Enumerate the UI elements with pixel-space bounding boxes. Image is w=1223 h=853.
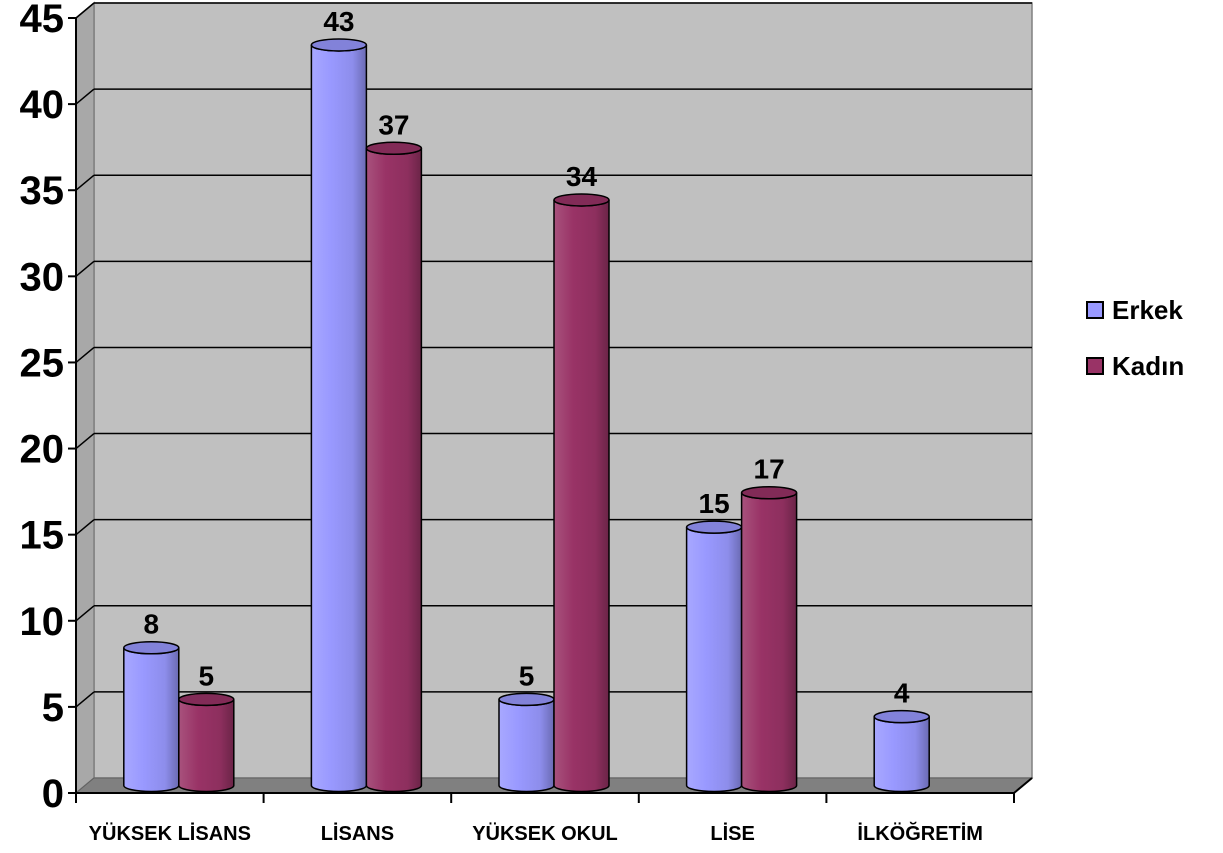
gridline-side: [75, 260, 95, 277]
bar-top-0-1: [310, 38, 368, 52]
bar-top-1-2: [553, 193, 610, 207]
data-label: 15: [699, 488, 730, 519]
data-label: 5: [199, 660, 215, 691]
bar-0-4: [873, 716, 930, 793]
y-tick-label: 25: [20, 341, 65, 385]
y-tick-label: 45: [20, 0, 65, 41]
bar-0-2: [498, 699, 555, 793]
gridline-side: [75, 432, 95, 450]
bar-1-2: [553, 199, 610, 793]
x-tick-label: LİSE: [710, 822, 754, 845]
bar-1-1: [365, 148, 423, 793]
legend-item-erkek: Erkek: [1086, 292, 1184, 328]
x-tick-label: YÜKSEK LİSANS: [89, 822, 251, 845]
x-tick-label: YÜKSEK OKUL: [472, 822, 618, 845]
x-axis-depth: [1013, 777, 1033, 794]
y-tick-label: 35: [20, 169, 65, 213]
gridline-side: [75, 346, 95, 364]
gridline-side: [75, 519, 95, 536]
y-tick-label: 20: [20, 428, 65, 472]
gridline-side: [75, 174, 95, 191]
bar-0-0: [123, 647, 180, 793]
bar-0-3: [685, 526, 743, 793]
data-label: 43: [323, 6, 354, 37]
legend-swatch-kadin: [1086, 357, 1104, 375]
bar-1-3: [740, 492, 798, 793]
legend: Erkek Kadın: [1086, 292, 1184, 404]
gridline-side: [75, 691, 95, 708]
bar-0-1: [310, 44, 368, 793]
y-tick-label: 15: [20, 514, 65, 558]
y-tick-label: 5: [42, 686, 64, 730]
gridline-side: [75, 88, 95, 105]
x-tick-label: LİSANS: [321, 822, 394, 845]
y-tick-label: 10: [20, 600, 65, 644]
y-tick-label: 30: [20, 255, 65, 299]
data-label: 4: [894, 678, 910, 709]
data-label: 34: [566, 161, 598, 192]
bar-top-0-3: [685, 520, 743, 534]
data-label: 17: [754, 454, 785, 485]
gridline-side: [75, 605, 95, 622]
bar-top-0-4: [873, 709, 930, 724]
bar-top-0-2: [498, 692, 555, 707]
bar-top-0-0: [123, 640, 180, 655]
data-label: 8: [144, 609, 160, 640]
gridline-side: [75, 2, 95, 19]
data-label: 37: [378, 109, 409, 140]
bar-top-1-1: [365, 141, 423, 156]
legend-label-kadin: Kadın: [1112, 350, 1185, 381]
bar-top-1-0: [178, 692, 235, 707]
bar-top-1-3: [740, 485, 798, 500]
bar-1-0: [178, 699, 235, 793]
plot-side-wall: [75, 1, 95, 795]
legend-swatch-erkek: [1086, 301, 1104, 319]
legend-item-kadin: Kadın: [1086, 348, 1184, 384]
x-tick-label: İLKÖĞRETİM: [857, 821, 983, 845]
y-tick-label: 40: [20, 83, 65, 127]
legend-label-erkek: Erkek: [1112, 294, 1183, 325]
y-tick-label: 0: [42, 772, 64, 816]
data-label: 5: [519, 660, 535, 691]
